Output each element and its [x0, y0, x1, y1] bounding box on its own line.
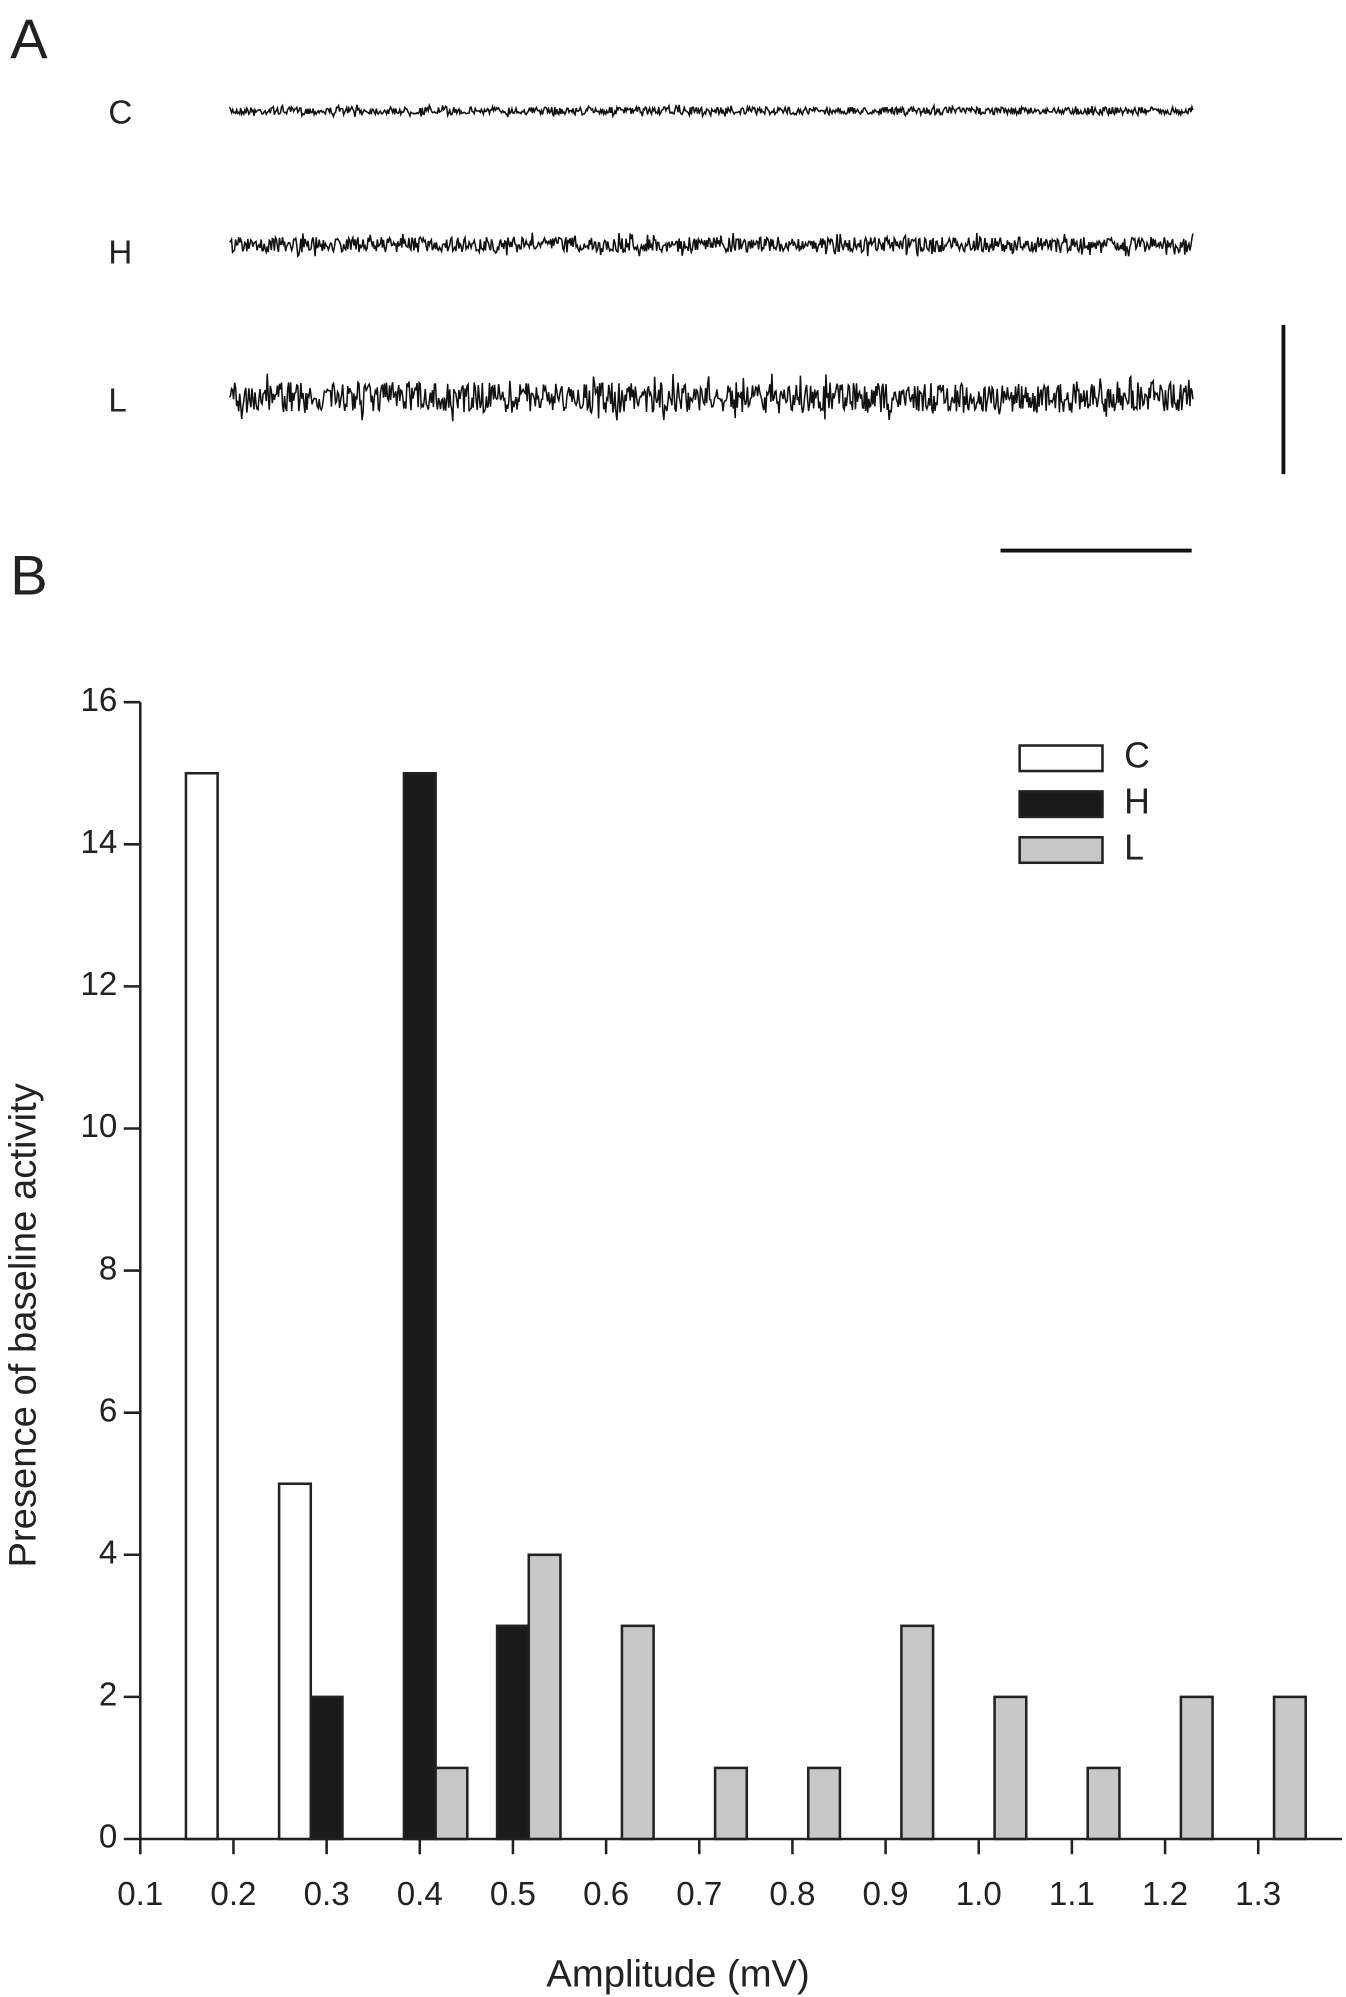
panel-label: B [10, 544, 47, 607]
y-tick-label: 0 [99, 1819, 117, 1856]
y-tick-label: 12 [80, 966, 117, 1003]
legend-label: L [1124, 827, 1144, 867]
x-tick-label: 0.5 [490, 1876, 536, 1913]
y-tick-label: 6 [99, 1392, 117, 1429]
bar [900, 1624, 935, 1841]
trace [228, 102, 1194, 119]
bar [713, 1766, 749, 1841]
trace-label: C [108, 94, 132, 131]
bar [993, 1695, 1028, 1841]
bar [1086, 1766, 1121, 1841]
y-tick-label: 16 [80, 682, 117, 719]
x-tick-label: 0.4 [397, 1876, 443, 1913]
x-tick-label: 1.3 [1235, 1876, 1281, 1913]
x-tick-label: 0.9 [863, 1876, 909, 1913]
bar [434, 1766, 469, 1841]
x-tick-label: 0.1 [117, 1876, 163, 1913]
x-tick-label: 1.2 [1142, 1876, 1188, 1913]
bar [620, 1624, 655, 1841]
legend-label: C [1124, 736, 1150, 776]
bar [1272, 1695, 1308, 1841]
x-tick-label: 0.7 [676, 1876, 722, 1913]
x-tick-label: 0.3 [304, 1876, 350, 1913]
bar [184, 771, 219, 1841]
x-tick-label: 0.2 [210, 1876, 256, 1913]
legend-swatch [1018, 790, 1104, 819]
x-tick-label: 1.1 [1049, 1876, 1095, 1913]
bar [309, 1695, 344, 1841]
trace [228, 373, 1194, 422]
bar [806, 1766, 842, 1841]
legend-swatch [1018, 744, 1104, 773]
x-tick-label: 1.0 [956, 1876, 1002, 1913]
y-tick-label: 10 [80, 1108, 117, 1145]
trace-label: H [108, 235, 132, 272]
x-axis-label: Amplitude (mV) [546, 1953, 809, 1996]
bar [495, 1624, 531, 1841]
x-tick-label: 0.8 [769, 1876, 815, 1913]
trace-label: L [108, 382, 126, 419]
panel-label: A [10, 7, 48, 70]
y-tick-label: 2 [99, 1677, 117, 1714]
x-tick-label: 0.6 [583, 1876, 629, 1913]
trace [229, 232, 1194, 259]
y-axis-label: Presence of baseline activity [2, 1082, 45, 1567]
y-tick-label: 8 [99, 1250, 117, 1287]
bar [1179, 1695, 1214, 1841]
bar [277, 1482, 313, 1841]
legend-swatch [1018, 836, 1104, 865]
y-tick-label: 14 [80, 824, 117, 861]
bar [402, 771, 437, 1841]
bar [527, 1553, 562, 1841]
legend-label: H [1124, 782, 1150, 822]
y-tick-label: 4 [99, 1535, 117, 1572]
